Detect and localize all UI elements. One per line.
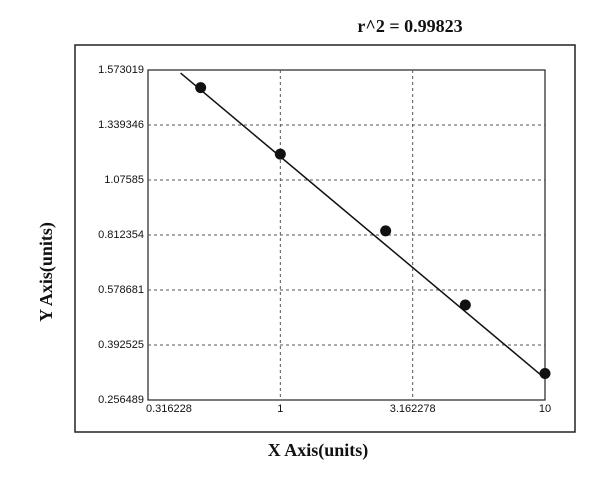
data-point [380, 225, 392, 237]
y-tick-label: 0.578681 [98, 284, 144, 296]
x-tick-label: 3.162278 [390, 403, 436, 415]
plot-frame [74, 44, 576, 433]
y-tick-label: 0.392525 [98, 339, 144, 351]
data-point [459, 299, 471, 311]
y-tick-label: 1.339346 [98, 119, 144, 131]
y-axis-label: Y Axis(units) [36, 222, 57, 322]
data-point [195, 82, 207, 94]
fit-line [180, 72, 546, 379]
x-tick-label: 10 [539, 403, 551, 415]
y-tick-label: 0.256489 [98, 394, 144, 406]
y-tick-label: 0.812354 [98, 229, 144, 241]
y-tick-label: 1.07585 [104, 174, 144, 186]
x-axis-label: X Axis(units) [268, 440, 369, 461]
x-tick-label: 1 [277, 403, 283, 415]
y-tick-label: 1.573019 [98, 64, 144, 76]
chart-title: r^2 = 0.99823 [357, 16, 462, 36]
data-point [539, 368, 551, 380]
x-tick-label: 0.316228 [146, 403, 192, 415]
data-point [274, 148, 286, 160]
